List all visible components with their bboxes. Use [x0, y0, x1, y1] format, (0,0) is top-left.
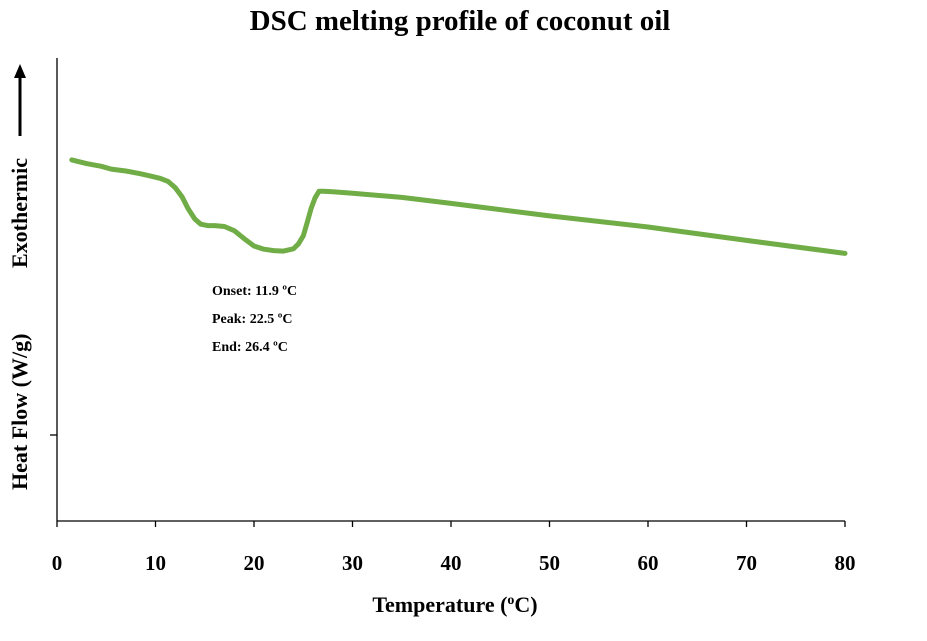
- annotation-end: End: 26.4 ºC: [212, 340, 288, 355]
- x-tick-labels: 0 10 20 30 40 50 60 70 80: [52, 551, 856, 575]
- x-tick-label: 70: [736, 551, 757, 575]
- x-tick-label: 40: [441, 551, 462, 575]
- x-ticks: [56, 521, 846, 527]
- x-tick-label: 30: [342, 551, 363, 575]
- x-axis-label: Temperature (oC): [372, 592, 537, 617]
- x-tick-label: 80: [835, 551, 856, 575]
- x-tick-label: 60: [638, 551, 659, 575]
- y-axis-label: Heat Flow (W/g): [7, 334, 32, 490]
- y-axis-exothermic-label: Exothermic: [7, 158, 32, 268]
- exothermic-arrow-icon: [14, 64, 26, 136]
- chart-title: DSC melting profile of coconut oil: [250, 5, 671, 37]
- x-tick-label: 20: [244, 551, 265, 575]
- annotation-onset: Onset: 11.9 ºC: [212, 284, 297, 299]
- series-line-heat-flow: [69, 157, 848, 256]
- x-tick-label: 10: [145, 551, 166, 575]
- annotation-peak: Peak: 22.5 ºC: [212, 312, 292, 327]
- x-tick-label: 0: [52, 551, 63, 575]
- x-tick-label: 50: [539, 551, 560, 575]
